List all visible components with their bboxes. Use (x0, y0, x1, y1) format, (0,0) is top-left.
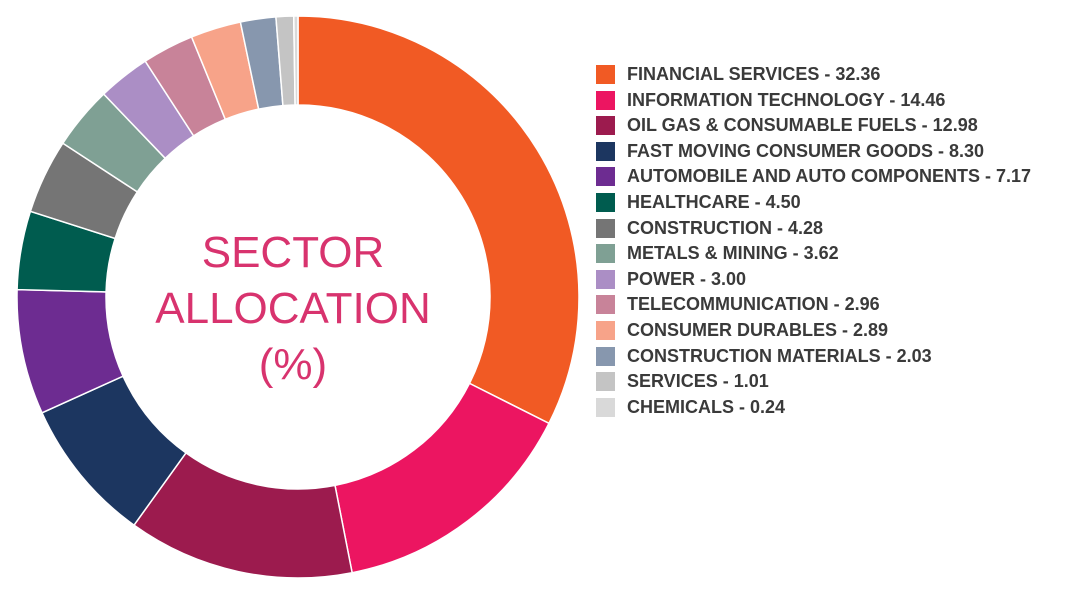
legend-label: SERVICES - 1.01 (627, 371, 769, 392)
center-title-line3: (%) (258, 340, 328, 389)
legend-swatch (596, 269, 615, 289)
legend-label: INFORMATION TECHNOLOGY - 14.46 (627, 89, 946, 110)
donut-chart: SECTOR ALLOCATION (%) (16, 15, 580, 579)
legend-swatch (596, 346, 615, 366)
legend-swatch (596, 65, 615, 84)
legend-item-construction: CONSTRUCTION - 4.28 (596, 216, 1056, 242)
legend-item-oil-gas-consumable-fuels: OIL GAS & CONSUMABLE FUELS - 12.98 (596, 113, 1056, 139)
legend-label: CONSTRUCTION MATERIALS - 2.03 (627, 345, 932, 366)
legend-item-power: POWER - 3.00 (596, 267, 1056, 293)
legend-swatch (596, 116, 615, 136)
legend-label: TELECOMMUNICATION - 2.96 (627, 294, 880, 315)
legend-swatch (596, 295, 615, 315)
legend-swatch (596, 372, 615, 392)
legend-item-financial-services: FINANCIAL SERVICES - 32.36 (596, 62, 1056, 88)
center-title-line1: SECTOR (201, 228, 385, 277)
legend-item-metals-mining: METALS & MINING - 3.62 (596, 241, 1056, 267)
slice-information-technology (334, 382, 550, 574)
legend-item-automobile-and-auto-components: AUTOMOBILE AND AUTO COMPONENTS - 7.17 (596, 164, 1056, 190)
legend-label: OIL GAS & CONSUMABLE FUELS - 12.98 (627, 115, 978, 136)
center-title-line2: ALLOCATION (155, 284, 431, 333)
legend-swatch (596, 320, 615, 340)
legend-label: AUTOMOBILE AND AUTO COMPONENTS - 7.17 (627, 166, 1032, 187)
legend-item-construction-materials: CONSTRUCTION MATERIALS - 2.03 (596, 344, 1056, 370)
legend-label: METALS & MINING - 3.62 (627, 243, 839, 264)
legend-item-information-technology: INFORMATION TECHNOLOGY - 14.46 (596, 88, 1056, 114)
slice-chemicals (292, 15, 299, 106)
legend-item-telecommunication: TELECOMMUNICATION - 2.96 (596, 292, 1056, 318)
legend-label: CONSUMER DURABLES - 2.89 (627, 319, 889, 340)
legend-item-services: SERVICES - 1.01 (596, 369, 1056, 395)
legend-swatch (596, 90, 615, 110)
slice-financial-services (297, 15, 580, 425)
legend-swatch (596, 192, 615, 212)
legend-label: FAST MOVING CONSUMER GOODS - 8.30 (627, 140, 985, 161)
legend-item-chemicals: CHEMICALS - 0.24 (596, 395, 1056, 421)
legend-swatch (596, 397, 615, 417)
legend-item-consumer-durables: CONSUMER DURABLES - 2.89 (596, 318, 1056, 344)
legend-label: CHEMICALS - 0.24 (627, 396, 786, 417)
legend-swatch (596, 141, 615, 161)
legend-item-fast-moving-consumer-goods: FAST MOVING CONSUMER GOODS - 8.30 (596, 139, 1056, 165)
legend-swatch (596, 218, 615, 238)
legend-swatch (596, 244, 615, 264)
legend-label: HEALTHCARE - 4.50 (627, 191, 801, 212)
legend-label: CONSTRUCTION - 4.28 (627, 217, 824, 238)
legend-item-healthcare: HEALTHCARE - 4.50 (596, 190, 1056, 216)
chart-legend: FINANCIAL SERVICES - 32.36 INFORMATION TE… (596, 62, 1056, 420)
donut-svg (16, 15, 580, 579)
legend-label: POWER - 3.00 (627, 268, 747, 289)
legend-swatch (596, 167, 615, 187)
legend-label: FINANCIAL SERVICES - 32.36 (627, 64, 881, 84)
